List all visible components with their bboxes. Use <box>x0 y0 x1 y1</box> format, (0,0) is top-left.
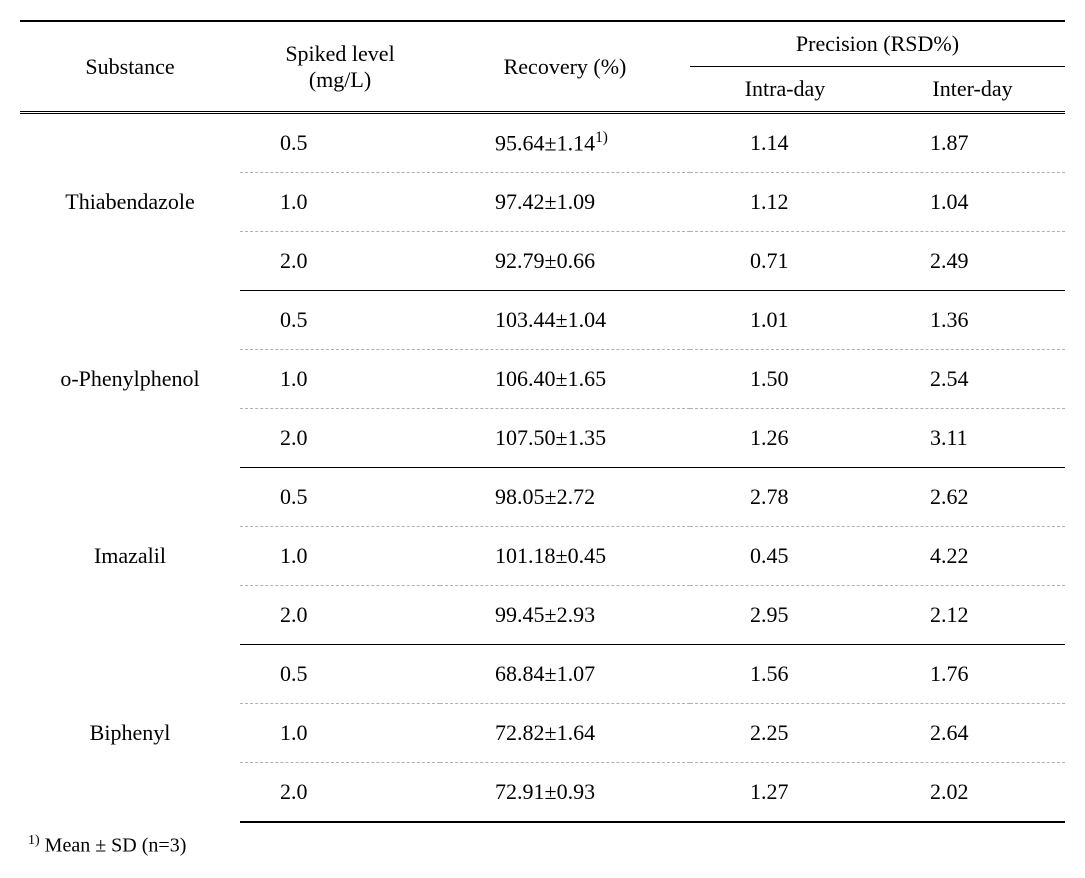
recovery-cell: 98.05±2.72 <box>440 468 690 527</box>
intra-cell: 1.26 <box>690 409 880 468</box>
intra-cell: 1.01 <box>690 291 880 350</box>
spiked-cell: 1.0 <box>240 173 440 232</box>
spiked-cell: 1.0 <box>240 527 440 586</box>
intra-cell: 2.78 <box>690 468 880 527</box>
spiked-cell: 0.5 <box>240 468 440 527</box>
intra-cell: 1.14 <box>690 113 880 173</box>
col-intra: Intra-day <box>690 67 880 113</box>
recovery-cell: 101.18±0.45 <box>440 527 690 586</box>
table-header: Substance Spiked level (mg/L) Recovery (… <box>20 21 1065 113</box>
intra-cell: 1.27 <box>690 763 880 823</box>
intra-cell: 1.12 <box>690 173 880 232</box>
intra-cell: 1.56 <box>690 645 880 704</box>
intra-cell: 2.25 <box>690 704 880 763</box>
inter-cell: 2.64 <box>880 704 1065 763</box>
substance-cell: o-Phenylphenol <box>20 291 240 468</box>
recovery-cell: 95.64±1.141) <box>440 113 690 173</box>
spiked-cell: 0.5 <box>240 645 440 704</box>
inter-cell: 2.62 <box>880 468 1065 527</box>
col-spiked: Spiked level (mg/L) <box>240 21 440 113</box>
intra-cell: 0.71 <box>690 232 880 291</box>
spiked-cell: 2.0 <box>240 232 440 291</box>
intra-cell: 1.50 <box>690 350 880 409</box>
spiked-cell: 1.0 <box>240 704 440 763</box>
inter-cell: 3.11 <box>880 409 1065 468</box>
spiked-cell: 0.5 <box>240 113 440 173</box>
spiked-cell: 0.5 <box>240 291 440 350</box>
substance-cell: Thiabendazole <box>20 113 240 291</box>
spiked-cell: 1.0 <box>240 350 440 409</box>
recovery-cell: 72.91±0.93 <box>440 763 690 823</box>
table-body: Thiabendazole0.595.64±1.141)1.141.871.09… <box>20 113 1065 823</box>
recovery-precision-table: Substance Spiked level (mg/L) Recovery (… <box>20 20 1065 823</box>
inter-cell: 2.54 <box>880 350 1065 409</box>
spiked-line2: (mg/L) <box>309 67 371 92</box>
recovery-cell: 106.40±1.65 <box>440 350 690 409</box>
col-precision-group: Precision (RSD%) <box>690 21 1065 67</box>
inter-cell: 1.87 <box>880 113 1065 173</box>
col-recovery: Recovery (%) <box>440 21 690 113</box>
inter-cell: 2.02 <box>880 763 1065 823</box>
table-footnote: 1) Mean ± SD (n=3) <box>20 823 1065 858</box>
recovery-cell: 107.50±1.35 <box>440 409 690 468</box>
recovery-cell: 103.44±1.04 <box>440 291 690 350</box>
spiked-cell: 2.0 <box>240 586 440 645</box>
recovery-sup: 1) <box>595 129 608 146</box>
substance-cell: Biphenyl <box>20 645 240 823</box>
spiked-cell: 2.0 <box>240 763 440 823</box>
intra-cell: 0.45 <box>690 527 880 586</box>
spiked-cell: 2.0 <box>240 409 440 468</box>
col-substance: Substance <box>20 21 240 113</box>
inter-cell: 2.12 <box>880 586 1065 645</box>
footnote-sup: 1) <box>28 833 40 848</box>
spiked-line1: Spiked level <box>285 41 394 66</box>
inter-cell: 4.22 <box>880 527 1065 586</box>
table-container: Substance Spiked level (mg/L) Recovery (… <box>20 20 1065 858</box>
inter-cell: 2.49 <box>880 232 1065 291</box>
recovery-cell: 99.45±2.93 <box>440 586 690 645</box>
recovery-cell: 68.84±1.07 <box>440 645 690 704</box>
intra-cell: 2.95 <box>690 586 880 645</box>
inter-cell: 1.04 <box>880 173 1065 232</box>
footnote-text: Mean ± SD (n=3) <box>40 835 187 857</box>
recovery-cell: 72.82±1.64 <box>440 704 690 763</box>
substance-cell: Imazalil <box>20 468 240 645</box>
recovery-cell: 92.79±0.66 <box>440 232 690 291</box>
col-inter: Inter-day <box>880 67 1065 113</box>
inter-cell: 1.36 <box>880 291 1065 350</box>
inter-cell: 1.76 <box>880 645 1065 704</box>
recovery-cell: 97.42±1.09 <box>440 173 690 232</box>
